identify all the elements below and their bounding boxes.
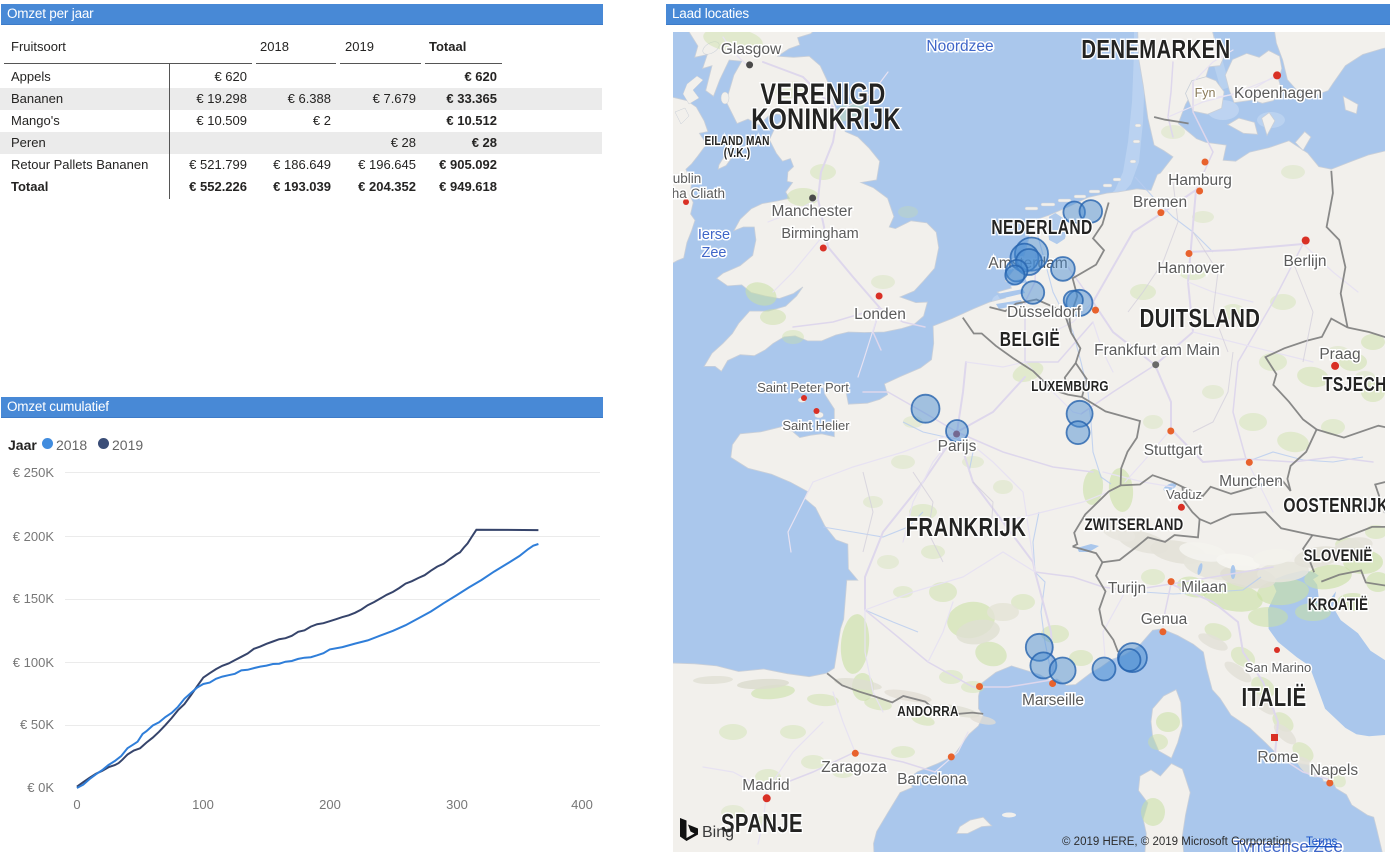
svg-text:Hannover: Hannover (1157, 260, 1224, 277)
svg-text:Madrid: Madrid (742, 777, 789, 794)
svg-text:Fyn: Fyn (1195, 86, 1216, 100)
svg-text:(V.K.): (V.K.) (724, 146, 750, 160)
svg-text:Tyrreense Zee: Tyrreense Zee (1233, 837, 1343, 852)
svg-text:Frankfurt am Main: Frankfurt am Main (1094, 342, 1220, 359)
svg-text:Noordzee: Noordzee (926, 38, 993, 55)
svg-text:Praag: Praag (1319, 346, 1360, 363)
svg-text:SLOVENIË: SLOVENIË (1304, 547, 1373, 566)
svg-text:Turijn: Turijn (1108, 580, 1146, 597)
svg-text:Birmingham: Birmingham (781, 226, 858, 242)
svg-text:Zaragoza: Zaragoza (821, 759, 887, 776)
svg-text:© 2019 HERE, © 2019 Microsoft: © 2019 HERE, © 2019 Microsoft Corporatio… (1062, 836, 1291, 848)
svg-text:KROATIË: KROATIË (1308, 596, 1368, 615)
svg-text:Ierse: Ierse (698, 227, 730, 243)
svg-text:Saint Peter Port: Saint Peter Port (757, 380, 849, 395)
svg-text:KONINKRIJK: KONINKRIJK (751, 102, 901, 135)
svg-text:Bremen: Bremen (1133, 194, 1187, 211)
svg-text:Rome: Rome (1257, 749, 1298, 766)
svg-text:Bing: Bing (702, 824, 734, 841)
svg-text:TSJECHIË: TSJECHIË (1323, 373, 1385, 395)
svg-text:Genua: Genua (1141, 611, 1188, 628)
svg-text:Londen: Londen (854, 306, 906, 323)
svg-text:ZWITSERLAND: ZWITSERLAND (1084, 516, 1183, 535)
svg-text:SPANJE: SPANJE (721, 809, 803, 838)
svg-text:Terms: Terms (1306, 836, 1338, 848)
svg-text:Milaan: Milaan (1181, 579, 1227, 596)
svg-text:Hamburg: Hamburg (1168, 172, 1232, 189)
svg-text:Vaduz: Vaduz (1166, 487, 1202, 502)
svg-text:NEDERLAND: NEDERLAND (991, 216, 1092, 238)
svg-text:BELGIË: BELGIË (1000, 328, 1060, 350)
svg-text:Saint Helier: Saint Helier (782, 418, 850, 433)
svg-text:Marseille: Marseille (1022, 692, 1084, 709)
svg-text:VERENIGD: VERENIGD (760, 77, 885, 110)
svg-text:Düsseldorf: Düsseldorf (1007, 304, 1082, 321)
svg-text:Barcelona: Barcelona (897, 771, 967, 788)
svg-text:Zee: Zee (702, 245, 727, 261)
svg-text:Manchester: Manchester (772, 203, 853, 220)
svg-text:Dublin: Dublin (673, 171, 701, 186)
svg-text:DUITSLAND: DUITSLAND (1140, 304, 1261, 333)
svg-text:Napels: Napels (1310, 762, 1358, 779)
svg-text:Parijs: Parijs (938, 438, 977, 455)
svg-text:Kopenhagen: Kopenhagen (1234, 85, 1322, 102)
svg-text:LUXEMBURG: LUXEMBURG (1031, 378, 1108, 395)
svg-text:EILAND MAN: EILAND MAN (704, 134, 769, 148)
svg-text:Atha Cliath: Atha Cliath (673, 186, 725, 201)
svg-text:DENEMARKEN: DENEMARKEN (1081, 35, 1230, 64)
svg-text:ANDORRA: ANDORRA (897, 703, 958, 720)
svg-text:Stuttgart: Stuttgart (1144, 442, 1203, 459)
svg-text:ITALIË: ITALIË (1241, 683, 1306, 712)
svg-text:Berlijn: Berlijn (1283, 253, 1326, 270)
svg-text:San Marino: San Marino (1245, 660, 1311, 675)
svg-text:FRANKRIJK: FRANKRIJK (906, 513, 1027, 542)
svg-text:Glasgow: Glasgow (721, 41, 782, 58)
svg-text:Munchen: Munchen (1219, 473, 1283, 490)
svg-text:OOSTENRIJK: OOSTENRIJK (1283, 494, 1385, 516)
